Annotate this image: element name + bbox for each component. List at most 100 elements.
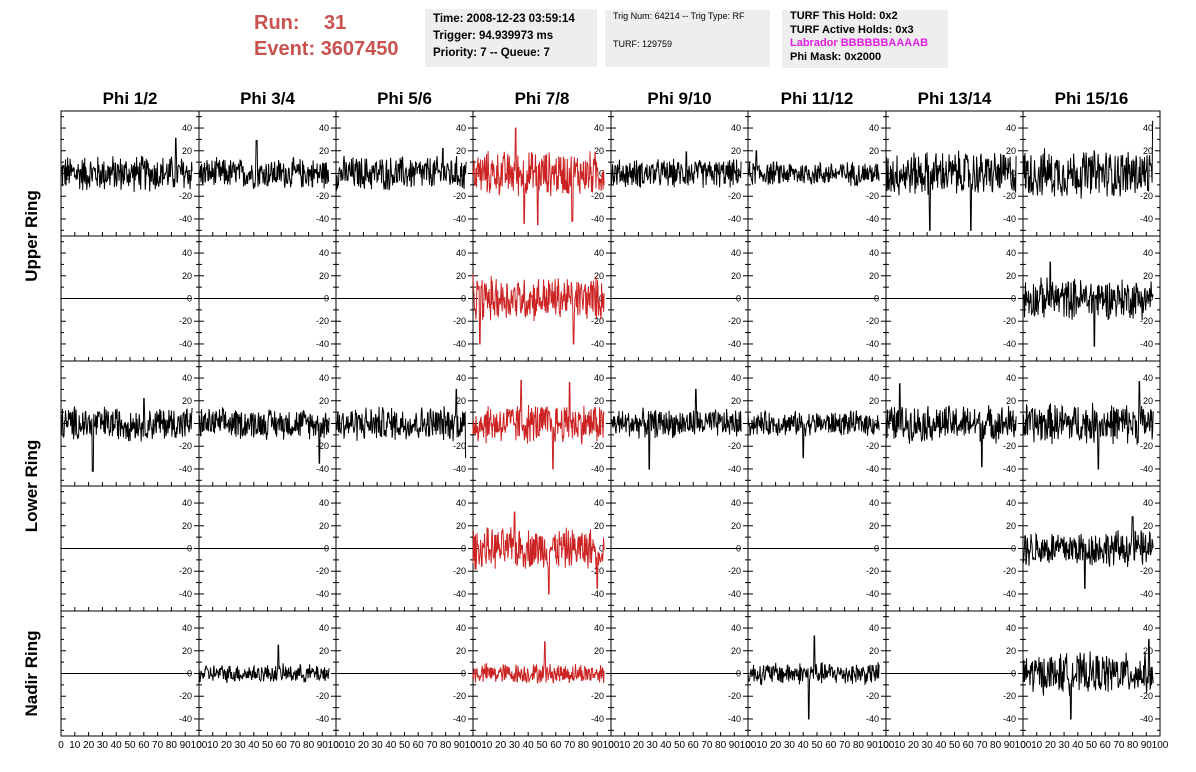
x-tick-label: 100 (1015, 740, 1032, 751)
x-tick-label: 50 (1086, 740, 1098, 751)
x-tick-label: 70 (976, 740, 988, 751)
x-tick-label: 20 (908, 740, 920, 751)
x-tick-label: 90 (592, 740, 604, 751)
x-tick-label: 50 (674, 740, 686, 751)
x-tick-label: 0 (333, 740, 339, 751)
y-tick-label: 20 (1143, 146, 1153, 156)
y-tick-label: 40 (594, 373, 604, 383)
y-tick-label: 20 (731, 271, 741, 281)
x-tick-label: 40 (111, 740, 123, 751)
waveform-trace (472, 127, 605, 226)
y-tick-label: -40 (1140, 589, 1153, 599)
waveform-trace (1022, 381, 1154, 470)
waveform-trace (198, 644, 330, 684)
y-tick-label: -40 (591, 214, 604, 224)
y-tick-label: -40 (591, 464, 604, 474)
x-tick-label: 100 (1152, 740, 1169, 751)
y-tick-label: 20 (182, 521, 192, 531)
x-tick-label: 20 (1045, 740, 1057, 751)
y-tick-label: -40 (1140, 464, 1153, 474)
x-tick-label: 80 (578, 740, 590, 751)
y-tick-label: 20 (1143, 396, 1153, 406)
y-tick-label: 20 (731, 521, 741, 531)
x-tick-label: 60 (825, 740, 837, 751)
time-info-box: Time: 2008-12-23 03:59:14 Trigger: 94.93… (425, 9, 597, 67)
y-tick-label: -20 (179, 441, 192, 451)
event-header: Run: 31 Event: 3607450 Time: 2008-12-23 0… (0, 0, 1196, 80)
waveform-trace (198, 407, 330, 464)
y-tick-label: 20 (869, 521, 879, 531)
waveform-trace (335, 388, 467, 459)
waveform-trace (1022, 120, 1154, 199)
y-tick-label: -20 (453, 316, 466, 326)
x-tick-label: 100 (465, 740, 482, 751)
x-tick-label: 10 (207, 740, 219, 751)
x-tick-label: 100 (328, 740, 345, 751)
y-tick-label: -40 (179, 214, 192, 224)
y-tick-label: -40 (1003, 214, 1016, 224)
y-tick-label: -40 (316, 214, 329, 224)
event-row: Event: 3607450 (254, 36, 399, 62)
x-tick-label: 30 (235, 740, 247, 751)
x-tick-label: 90 (729, 740, 741, 751)
x-tick-label: 90 (1141, 740, 1153, 751)
y-tick-label: -40 (1140, 339, 1153, 349)
waveform-trace (60, 398, 193, 472)
y-tick-label: -20 (1003, 566, 1016, 576)
y-tick-label: -20 (316, 316, 329, 326)
x-tick-label: 10 (1031, 740, 1043, 751)
y-tick-label: 40 (1006, 373, 1016, 383)
run-event-block: Run: 31 Event: 3607450 (254, 10, 399, 62)
y-tick-label: -20 (728, 566, 741, 576)
x-tick-label: 30 (97, 740, 109, 751)
y-tick-label: 40 (731, 248, 741, 258)
x-tick-label: 70 (839, 740, 851, 751)
y-tick-label: 40 (731, 123, 741, 133)
x-tick-label: 40 (385, 740, 397, 751)
x-tick-label: 20 (495, 740, 507, 751)
y-tick-label: 20 (594, 646, 604, 656)
waveform-grid: Phi 1/2 Phi 3/4 Phi 5/6 Phi 7/8 Phi 9/10 Phi … (22, 89, 1169, 751)
ring-label: Lower Ring (22, 440, 41, 533)
y-tick-label: -40 (453, 589, 466, 599)
x-tick-label: 0 (470, 740, 476, 751)
x-tick-label: 80 (990, 740, 1002, 751)
y-tick-label: 20 (1006, 396, 1016, 406)
x-tick-label: 40 (523, 740, 535, 751)
x-tick-label: 70 (152, 740, 164, 751)
y-tick-label: -20 (453, 441, 466, 451)
y-tick-label: 20 (1006, 146, 1016, 156)
y-tick-label: -20 (1140, 191, 1153, 201)
y-tick-label: 20 (594, 146, 604, 156)
y-tick-label: -40 (866, 464, 879, 474)
y-tick-label: -20 (866, 691, 879, 701)
x-tick-label: 40 (248, 740, 260, 751)
x-tick-label: 30 (647, 740, 659, 751)
y-tick-label: -40 (179, 464, 192, 474)
y-tick-label: 40 (594, 123, 604, 133)
phi-mask-line: Phi Mask: 0x2000 (790, 50, 882, 63)
y-tick-label: -20 (866, 316, 879, 326)
labrador-line: Labrador BBBBBBAAAAB (790, 37, 929, 49)
y-tick-label: -40 (1003, 339, 1016, 349)
y-tick-label: 20 (1143, 521, 1153, 531)
y-tick-label: -40 (1003, 464, 1016, 474)
y-tick-label: 40 (1143, 623, 1153, 633)
y-tick-label: -40 (728, 714, 741, 724)
y-tick-label: 40 (456, 498, 466, 508)
y-tick-label: -40 (1140, 714, 1153, 724)
y-tick-label: 20 (182, 396, 192, 406)
y-tick-label: -40 (866, 214, 879, 224)
run-value: 31 (324, 12, 347, 34)
y-tick-label: -40 (316, 714, 329, 724)
